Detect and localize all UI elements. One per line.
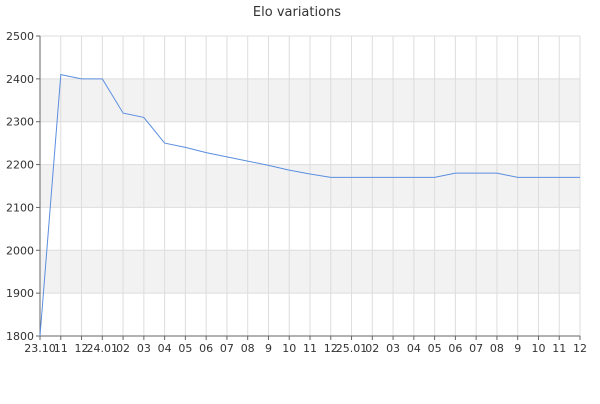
x-tick-label: 05	[428, 342, 442, 355]
x-tick-label: 10	[531, 342, 545, 355]
y-tick-label: 2400	[6, 73, 34, 86]
x-tick-label: 06	[448, 342, 462, 355]
y-tick-label: 2200	[6, 159, 34, 172]
chart-title: Elo variations	[253, 5, 341, 20]
x-tick-label: 11	[552, 342, 566, 355]
x-tick-label: 02	[116, 342, 130, 355]
x-tick-label: 11	[54, 342, 68, 355]
y-tick-label: 2500	[6, 30, 34, 43]
x-tick-label: 04	[158, 342, 172, 355]
x-tick-label: 11	[303, 342, 317, 355]
x-tick-label: 25.01	[336, 342, 368, 355]
x-tick-label: 12	[573, 342, 587, 355]
x-tick-label: 10	[282, 342, 296, 355]
y-tick-label: 1900	[6, 287, 34, 300]
x-tick-label: 05	[178, 342, 192, 355]
y-tick-label: 2000	[6, 244, 34, 257]
x-tick-label: 23.10	[24, 342, 56, 355]
x-tick-label: 07	[220, 342, 234, 355]
y-tick-label: 2300	[6, 116, 34, 129]
x-tick-label: 24.01	[87, 342, 119, 355]
x-tick-label: 08	[490, 342, 504, 355]
x-tick-label: 07	[469, 342, 483, 355]
x-tick-label: 03	[137, 342, 151, 355]
y-tick-label: 2100	[6, 201, 34, 214]
x-tick-label: 03	[386, 342, 400, 355]
x-tick-label: 04	[407, 342, 421, 355]
x-tick-label: 9	[514, 342, 521, 355]
x-tick-label: 02	[365, 342, 379, 355]
x-tick-label: 06	[199, 342, 213, 355]
x-tick-label: 9	[265, 342, 272, 355]
x-tick-label: 08	[241, 342, 255, 355]
